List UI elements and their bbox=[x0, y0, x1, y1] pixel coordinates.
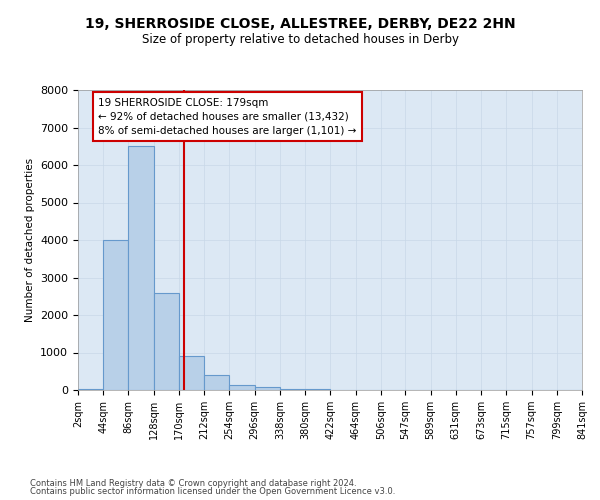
Bar bbox=[280, 388, 305, 390]
Bar bbox=[254, 388, 280, 390]
Bar bbox=[78, 389, 103, 390]
Bar bbox=[103, 240, 128, 390]
Bar bbox=[128, 146, 154, 390]
Text: 19, SHERROSIDE CLOSE, ALLESTREE, DERBY, DE22 2HN: 19, SHERROSIDE CLOSE, ALLESTREE, DERBY, … bbox=[85, 18, 515, 32]
Text: Size of property relative to detached houses in Derby: Size of property relative to detached ho… bbox=[142, 32, 458, 46]
Bar bbox=[229, 385, 254, 390]
Y-axis label: Number of detached properties: Number of detached properties bbox=[25, 158, 35, 322]
Bar bbox=[204, 376, 229, 390]
Text: 19 SHERROSIDE CLOSE: 179sqm
← 92% of detached houses are smaller (13,432)
8% of : 19 SHERROSIDE CLOSE: 179sqm ← 92% of det… bbox=[98, 98, 356, 136]
Text: Contains public sector information licensed under the Open Government Licence v3: Contains public sector information licen… bbox=[30, 487, 395, 496]
Text: Contains HM Land Registry data © Crown copyright and database right 2024.: Contains HM Land Registry data © Crown c… bbox=[30, 478, 356, 488]
Bar bbox=[179, 356, 204, 390]
Bar bbox=[154, 292, 179, 390]
